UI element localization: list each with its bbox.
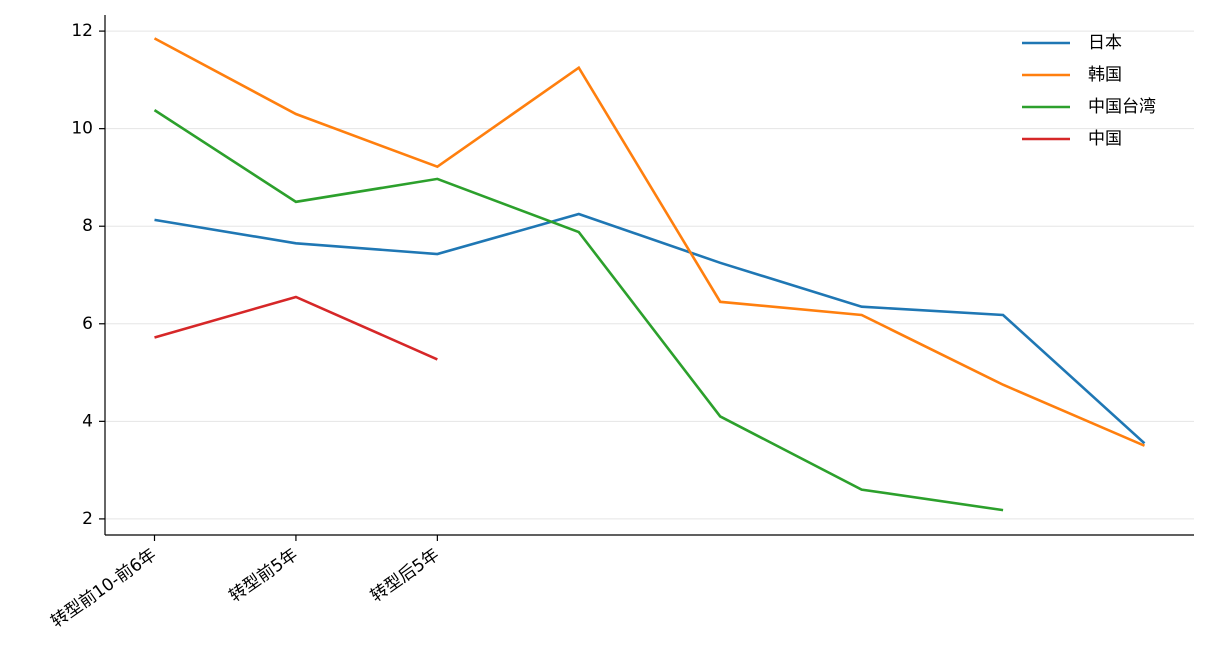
y-tick-label: 10 xyxy=(71,119,93,139)
series-line xyxy=(153,109,1004,512)
legend-label: 中国 xyxy=(1088,129,1122,149)
y-tick-label: 2 xyxy=(82,509,93,529)
y-tick-label: 4 xyxy=(82,411,93,431)
series-line xyxy=(153,37,1146,447)
y-tick-label: 8 xyxy=(82,216,93,236)
x-tick-label: 转型前10-前6年 xyxy=(48,545,161,632)
legend-label: 韩国 xyxy=(1088,65,1122,85)
x-tick-label: 转型前5年 xyxy=(226,545,302,607)
series-line xyxy=(154,212,1146,445)
y-tick-label: 6 xyxy=(82,314,93,334)
legend-label: 日本 xyxy=(1088,33,1122,53)
x-tick-label: 转型后5年 xyxy=(367,545,443,607)
y-tick-label: 12 xyxy=(71,21,93,41)
legend-label: 中国台湾 xyxy=(1088,97,1156,117)
series-line xyxy=(154,295,438,361)
